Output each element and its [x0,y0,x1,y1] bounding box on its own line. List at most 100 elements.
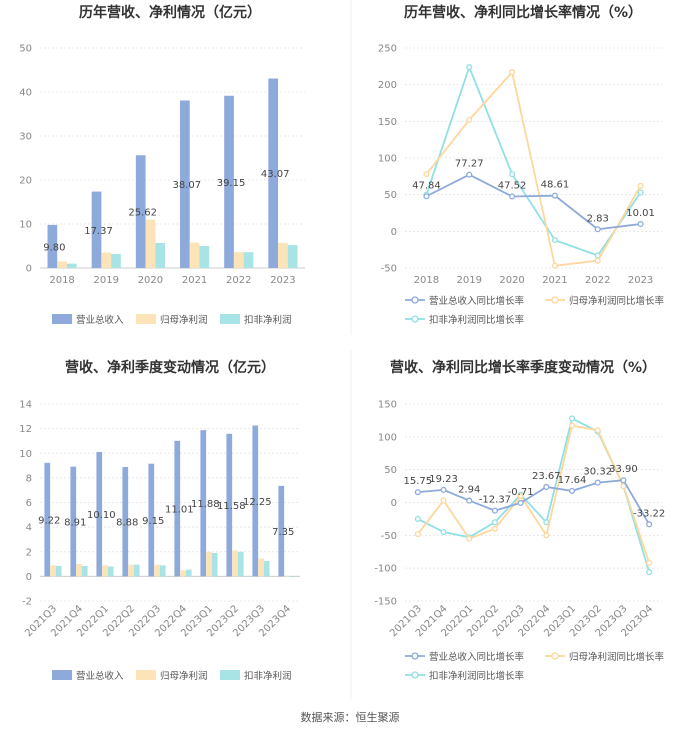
bar-2 [237,551,244,577]
bar-2 [263,560,270,577]
point-0 [517,499,524,507]
data-label: 9.15 [142,516,164,527]
point-0 [594,226,601,233]
data-label: 30.32 [583,467,612,478]
y-tick-label: -2 [22,597,32,608]
y-tick-label: 20 [19,176,32,187]
data-label: 19.23 [429,474,458,485]
data-label: -33.22 [633,508,665,519]
data-label: 23.67 [532,471,561,482]
point-2 [568,415,576,422]
point-0 [620,477,627,484]
y-tick-label: 0 [391,227,397,238]
data-label: 17.64 [558,475,587,486]
series-line-1 [425,70,642,267]
legend-label: 扣非净利润 [244,670,292,682]
point-0 [594,479,601,486]
data-label: 25.62 [128,208,157,219]
bar-1 [258,558,264,577]
bar-0 [91,191,102,268]
point-1 [594,427,601,434]
bar-1 [154,564,160,577]
legend-marker [551,296,559,304]
x-tick-label: 2021 [542,275,567,286]
legend-swatch [52,314,72,324]
point-2 [509,171,516,178]
y-tick-label: 40 [19,88,32,99]
point-2 [646,569,653,576]
bar-0 [226,433,233,577]
bar-2 [289,576,296,577]
y-tick-label: 50 [384,465,397,476]
legend-label: 营业总收入同比增长率 [429,295,525,307]
data-label: -0.71 [508,487,534,498]
point-1 [594,257,601,264]
legend-label: 扣非净利润同比增长率 [429,670,525,682]
data-label: 2.83 [587,213,609,224]
point-0 [543,483,550,491]
y-tick-label: 50 [19,44,32,55]
point-0 [440,486,447,493]
legend-swatch [136,314,156,324]
point-2 [440,528,447,536]
y-tick-label: 150 [378,117,397,128]
chart-title-quarterly_growth: 营收、净利同比增长率季度变动情况（%） [390,359,656,376]
point-1 [491,525,499,532]
bar-2 [199,246,210,268]
point-2 [466,64,473,71]
data-label: 48.61 [541,180,570,191]
data-label: 43.07 [261,169,290,180]
x-tick-label: 2018 [49,275,74,286]
bar-1 [57,261,67,268]
bar-0 [180,100,190,268]
x-tick-label: 2023 [628,275,653,286]
bar-1 [76,564,82,577]
point-0 [491,507,499,514]
legend-label: 归母净利润 [160,670,208,682]
data-label: 8.88 [116,518,138,529]
legend-label: 营业总收入 [76,314,124,326]
data-label: 9.80 [43,242,65,253]
point-1 [568,422,576,429]
y-tick-label: -50 [381,531,397,542]
data-label: 10.10 [87,510,116,521]
legend-label: 归母净利润同比增长率 [569,651,665,663]
legend-label: 营业总收入 [76,670,124,682]
point-1 [414,530,421,538]
bar-2 [211,552,218,577]
bar-0 [224,95,234,269]
data-label: 8.91 [64,518,86,529]
bar-2 [111,253,121,268]
bar-0 [135,155,146,268]
point-1 [551,262,558,269]
legend-swatch [220,314,240,324]
point-1 [509,69,516,76]
bar-1 [232,550,238,577]
bar-0 [278,485,285,577]
legend-label: 营业总收入同比增长率 [429,651,525,663]
bar-0 [70,466,77,577]
legend-swatch [220,670,240,680]
bar-0 [96,452,103,577]
x-tick-label: 2020 [138,275,163,286]
y-tick-label: 100 [378,432,397,443]
x-tick-label: 2023 [270,275,295,286]
data-label: 38.07 [173,180,202,191]
data-label: -12.37 [479,495,511,506]
bar-2 [243,252,254,268]
x-tick-label: 2019 [94,275,119,286]
point-2 [543,519,550,526]
chart-title-quarterly_bars: 营收、净利季度变动情况（亿元） [65,359,275,376]
bar-1 [189,242,200,268]
point-0 [423,193,430,200]
data-label: 7.35 [272,527,294,538]
bar-0 [252,425,259,577]
legend-label: 归母净利润 [160,314,208,326]
chart-title-annual_bars: 历年营收、净利情况（亿元） [79,4,261,21]
bar-1 [233,252,244,268]
data-label: 10.01 [626,208,655,219]
bar-2 [107,566,114,577]
bar-1 [206,551,212,577]
y-tick-label: 4 [26,523,32,534]
